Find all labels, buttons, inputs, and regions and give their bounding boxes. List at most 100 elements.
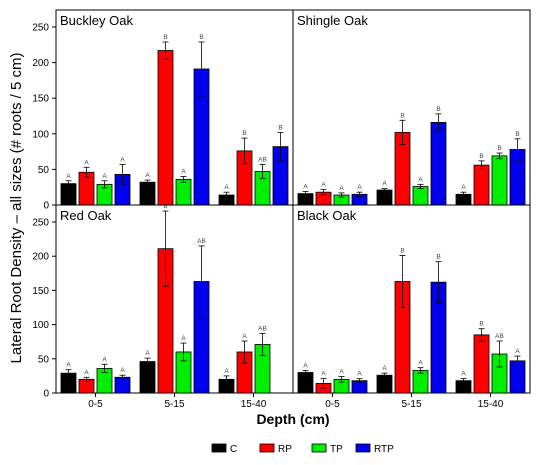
y-tick-label: 250 (32, 218, 49, 229)
significance-letter: A (102, 173, 107, 180)
y-tick-label: 150 (32, 94, 49, 105)
significance-letter: B (400, 248, 404, 255)
significance-letter: A (84, 369, 89, 376)
legend-swatch (259, 443, 275, 453)
bar (175, 178, 192, 206)
legend-swatch (211, 443, 227, 453)
x-tick-label: 5-15 (401, 399, 421, 410)
bar (297, 372, 314, 394)
panel: Shingle Oak A A A A A B A B A B B B (292, 9, 531, 206)
legend-item: C (211, 443, 237, 455)
legend-item: RTP (355, 443, 394, 455)
y-tick-label: 100 (32, 320, 49, 331)
significance-letter: A (339, 369, 344, 376)
panel-title: Red Oak (60, 208, 112, 223)
y-axis-label: Lateral Root Density – all sizes (# root… (8, 53, 25, 364)
significance-letter: A (357, 184, 362, 191)
y-tick-label: 0 (43, 389, 49, 400)
bar (139, 361, 156, 394)
y-tick-label: 50 (38, 165, 50, 176)
panel-title: Black Oak (297, 208, 357, 223)
significance-letter: A (515, 348, 520, 355)
panel: Red Oak 0 50 100 150 200 250 0-5 A A A A 5-15 AB A AB 15… (32, 203, 294, 410)
legend-label: RTP (374, 444, 394, 455)
legend-label: C (230, 444, 237, 455)
significance-letter: B (436, 106, 440, 113)
significance-letter: A (242, 333, 247, 340)
y-tick-label: 250 (32, 23, 49, 34)
x-tick-label: 15-40 (241, 399, 267, 410)
significance-letter: B (199, 34, 203, 41)
significance-letter: A (181, 335, 186, 342)
legend-label: TP (330, 444, 343, 455)
significance-letter: A (321, 371, 326, 378)
x-axis-label: Depth (cm) (256, 411, 329, 427)
y-tick-label: 200 (32, 58, 49, 69)
x-tick-label: 15-40 (478, 399, 504, 410)
panel-title: Buckley Oak (60, 13, 133, 28)
significance-letter: A (224, 368, 229, 375)
significance-letter: A (339, 185, 344, 192)
significance-letter: A (66, 362, 71, 369)
significance-letter: B (479, 153, 483, 160)
significance-letter: A (224, 184, 229, 191)
significance-letter: B (436, 254, 440, 261)
bar (412, 186, 429, 206)
y-tick-label: 150 (32, 286, 49, 297)
y-tick-label: 200 (32, 252, 49, 263)
bar (376, 374, 393, 394)
bar (473, 334, 490, 394)
bar (473, 164, 490, 206)
bar (157, 50, 174, 206)
panel-title: Shingle Oak (297, 13, 368, 28)
significance-letter: B (163, 34, 167, 41)
significance-letter: AB (258, 325, 267, 332)
significance-letter: A (418, 176, 423, 183)
legend-label: RP (278, 444, 292, 455)
bar (412, 370, 429, 394)
significance-letter: B (515, 131, 519, 138)
significance-letter: A (303, 362, 308, 369)
significance-letter: B (278, 124, 282, 131)
significance-letter: A (120, 156, 125, 163)
significance-letter: A (461, 184, 466, 191)
x-tick-label: 0-5 (325, 399, 340, 410)
bar (491, 155, 508, 206)
x-tick-label: 5-15 (164, 399, 184, 410)
significance-letter: A (102, 356, 107, 363)
y-tick-label: 50 (38, 354, 50, 365)
significance-letter: B (242, 130, 246, 137)
significance-letter: AB (495, 333, 504, 340)
bar (139, 181, 156, 206)
significance-letter: AB (258, 156, 267, 163)
bar (430, 122, 447, 206)
legend-item: TP (311, 443, 343, 455)
significance-letter: A (418, 360, 423, 367)
significance-letter: A (303, 183, 308, 190)
bar (376, 189, 393, 206)
panels: Buckley Oak050100150200250AAAAABABABABBS… (32, 9, 531, 410)
significance-letter: A (66, 173, 71, 180)
significance-letter: AB (197, 238, 206, 245)
x-tick-label: 0-5 (88, 399, 103, 410)
significance-letter: B (479, 321, 483, 328)
significance-letter: A (321, 181, 326, 188)
y-tick-label: 100 (32, 129, 49, 140)
significance-letter: B (497, 145, 501, 152)
legend-item: RP (259, 443, 292, 455)
legend: C RP TP RTP (211, 443, 394, 455)
significance-letter: A (145, 350, 150, 357)
significance-letter: A (145, 172, 150, 179)
significance-letter: A (84, 159, 89, 166)
significance-letter: A (382, 181, 387, 188)
legend-swatch (311, 443, 327, 453)
significance-letter: A (357, 371, 362, 378)
significance-letter: A (382, 365, 387, 372)
significance-letter: B (400, 112, 404, 119)
significance-letter: A (461, 371, 466, 378)
y-tick-label: 0 (43, 201, 49, 212)
